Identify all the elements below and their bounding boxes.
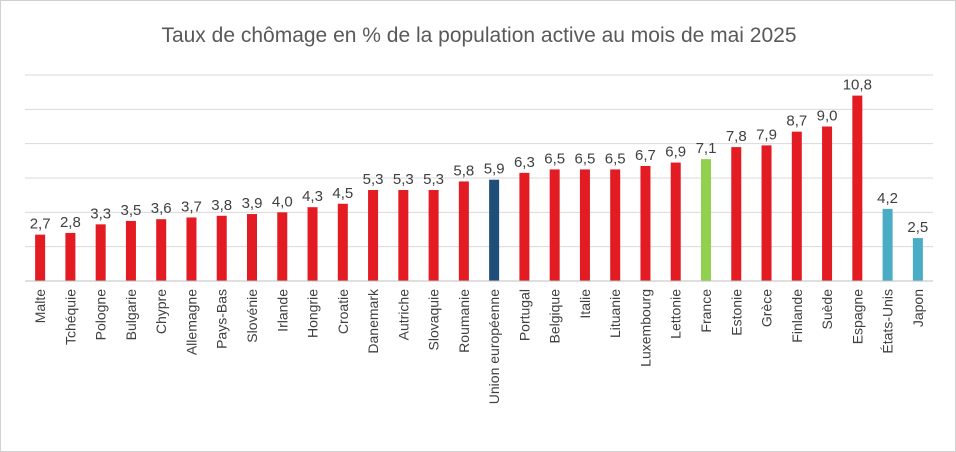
- bar: [95, 224, 106, 281]
- bar: [519, 172, 530, 281]
- category-label: Espagne: [849, 289, 865, 344]
- category-label: Chypre: [153, 289, 169, 334]
- bar: [852, 95, 863, 281]
- category-label: Lituanie: [607, 289, 623, 338]
- data-label: 6,9: [665, 144, 686, 161]
- category-label: France: [698, 289, 714, 333]
- bar: [882, 208, 893, 281]
- category-label: Croatie: [335, 289, 351, 334]
- data-label: 5,9: [484, 161, 505, 178]
- category-label: États-Unis: [880, 289, 896, 354]
- category-label: Autriche: [395, 289, 411, 341]
- data-label: 6,3: [514, 154, 535, 171]
- data-label: 3,9: [242, 195, 263, 212]
- data-label: 3,7: [181, 198, 202, 215]
- bar: [368, 190, 379, 281]
- category-label: Union européenne: [486, 289, 502, 404]
- data-label: 3,5: [121, 202, 142, 219]
- data-label: 3,6: [151, 200, 172, 217]
- bars: [35, 95, 923, 281]
- bar: [277, 212, 288, 281]
- data-label: 6,5: [575, 150, 596, 167]
- bar: [186, 217, 197, 281]
- data-label: 7,1: [696, 140, 717, 157]
- category-label: Japon: [910, 289, 926, 327]
- category-label: Hongrie: [305, 289, 321, 338]
- category-label: Italie: [577, 289, 593, 319]
- bar: [428, 190, 439, 281]
- bar: [156, 219, 167, 281]
- bar: [670, 162, 681, 281]
- category-label: Allemagne: [183, 289, 199, 355]
- data-label: 5,3: [393, 171, 414, 188]
- bar: [549, 169, 560, 281]
- bar: [35, 234, 46, 281]
- category-label: Irlande: [274, 289, 290, 332]
- category-label: Grèce: [759, 289, 775, 327]
- bar: [610, 169, 621, 281]
- data-label: 5,8: [453, 162, 474, 179]
- category-label: Pologne: [93, 289, 109, 341]
- category-label: Slovaquie: [426, 289, 442, 351]
- category-label: Danemark: [365, 288, 381, 354]
- data-label: 10,8: [843, 77, 872, 94]
- category-label: Pays-Bas: [214, 289, 230, 349]
- bar: [822, 126, 833, 281]
- data-label: 4,0: [272, 193, 293, 210]
- category-label: Slovénie: [244, 289, 260, 343]
- data-label: 6,5: [605, 150, 626, 167]
- data-label: 5,3: [363, 171, 384, 188]
- data-label: 8,7: [786, 113, 807, 130]
- category-label: Malte: [32, 289, 48, 323]
- category-label: Belgique: [547, 289, 563, 344]
- data-label: 7,8: [726, 128, 747, 145]
- bar: [398, 190, 409, 281]
- bar: [65, 232, 76, 281]
- bar: [489, 179, 500, 281]
- bar: [701, 159, 711, 281]
- category-label: Suède: [819, 289, 835, 330]
- data-label: 9,0: [817, 108, 838, 125]
- bar: [458, 181, 469, 281]
- bar: [579, 169, 590, 281]
- bar: [912, 238, 923, 281]
- category-label: Portugal: [516, 289, 532, 341]
- data-label: 2,8: [60, 214, 81, 231]
- bar: [125, 220, 136, 281]
- data-label: 4,2: [877, 190, 898, 207]
- data-label: 2,5: [907, 219, 928, 236]
- data-label: 3,8: [211, 197, 232, 214]
- data-labels: 2,7 2,8 3,3 3,5 3,6 3,7 3,8 3,9 4,0 4,3 4,5 5,3 5,3 5…: [30, 77, 929, 236]
- data-label: 5,3: [423, 171, 444, 188]
- bar: [761, 145, 772, 281]
- gridlines: [25, 74, 933, 248]
- bar: [247, 214, 257, 281]
- bar: [640, 165, 651, 281]
- data-label: 6,5: [544, 150, 565, 167]
- bar: [307, 207, 318, 281]
- category-labels: Malte Tchéquie Pologne Bulgarie Chypre Allema…: [32, 288, 926, 404]
- category-label: Finlande: [789, 289, 805, 343]
- category-label: Tchéquie: [62, 289, 78, 345]
- category-label: Lettonie: [668, 289, 684, 339]
- data-label: 6,7: [635, 147, 656, 164]
- category-label: Estonie: [728, 289, 744, 336]
- data-label: 3,3: [90, 205, 111, 222]
- bar: [791, 131, 802, 281]
- category-label: Luxembourg: [637, 289, 653, 367]
- category-label: Bulgarie: [123, 289, 139, 341]
- data-label: 4,3: [302, 188, 323, 205]
- bar: [337, 203, 348, 281]
- data-label: 4,5: [332, 185, 353, 202]
- bar: [731, 147, 742, 281]
- category-label: Roumanie: [456, 289, 472, 353]
- chart-title: Taux de chômage en % de la population ac…: [161, 24, 796, 47]
- data-label: 2,7: [30, 216, 51, 233]
- data-label: 7,9: [756, 126, 777, 143]
- bar: [216, 215, 227, 281]
